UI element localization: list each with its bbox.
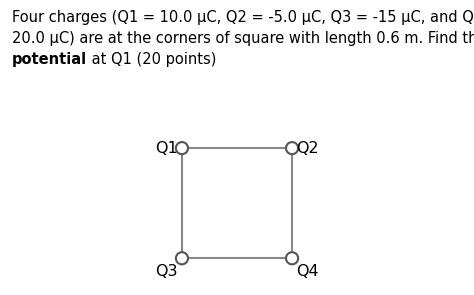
Text: potential: potential [12,52,87,67]
Text: Q4: Q4 [296,264,319,279]
Text: at Q1 (20 points): at Q1 (20 points) [87,52,216,67]
Text: Q1: Q1 [155,141,178,156]
Circle shape [176,142,188,154]
Text: Q3: Q3 [155,264,178,279]
Text: Q2: Q2 [296,141,319,156]
Circle shape [286,252,298,264]
Circle shape [176,252,188,264]
Text: 20.0 μC) are at the corners of square with length 0.6 m. Find the electric: 20.0 μC) are at the corners of square wi… [12,31,474,46]
Circle shape [286,142,298,154]
Text: Four charges (Q1 = 10.0 μC, Q2 = -5.0 μC, Q3 = -15 μC, and Q4 =: Four charges (Q1 = 10.0 μC, Q2 = -5.0 μC… [12,10,474,25]
